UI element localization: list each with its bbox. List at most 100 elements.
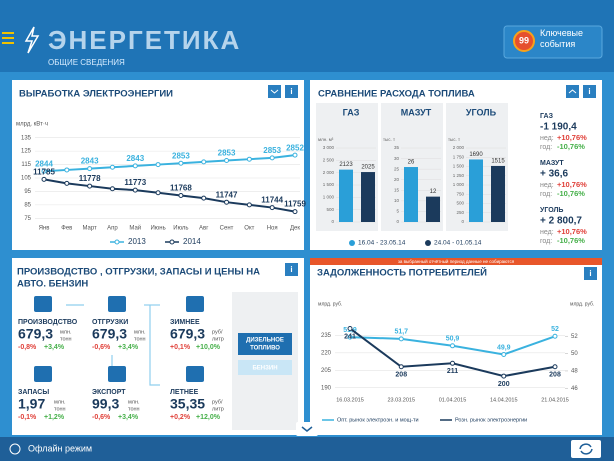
y-tick-label: 190 [321, 385, 332, 391]
y-tick-label: 20 [394, 177, 400, 182]
y-tick-label: 0 [461, 219, 464, 224]
data-point [224, 158, 230, 164]
data-point [398, 364, 404, 370]
item-unit: млн. [54, 399, 66, 405]
legend-label: 24.04 - 01.05.14 [434, 240, 482, 247]
point-label: 2844 [35, 159, 53, 168]
data-point [178, 192, 184, 198]
y2-tick-label: 52 [571, 334, 578, 340]
refresh-button[interactable] [571, 440, 601, 458]
point-label: 2853 [263, 146, 281, 155]
svg-text:i: i [589, 269, 591, 278]
button-label: ТОПЛИВО [250, 346, 280, 352]
data-point [132, 187, 138, 193]
y-tick-label: 1 500 [323, 182, 335, 187]
legend-swatch [114, 239, 120, 245]
events-button[interactable]: 99 Ключевые события [503, 25, 603, 59]
item-unit: тонн [54, 406, 66, 412]
x-tick-label: 21.04.2015 [541, 397, 569, 403]
y-tick-label: 0 [396, 219, 399, 224]
menu-icon[interactable] [2, 32, 14, 44]
y-tick-label: 2 000 [323, 170, 335, 175]
flow-arrows [66, 304, 160, 386]
x-tick-label: 23.03.2015 [387, 397, 415, 403]
item-value: 679,3 [170, 326, 205, 342]
point-label: 11744 [261, 196, 283, 205]
item-icon [186, 366, 204, 382]
y-tick-label: 1 750 [453, 154, 465, 159]
data-point [109, 186, 115, 192]
y-tick-label: 750 [456, 191, 464, 196]
point-label: 200 [498, 381, 510, 388]
y-axis-label: млрд. кВт·ч [16, 122, 48, 128]
petrol-button[interactable]: БЕНЗИН [238, 360, 292, 375]
panel-buttons[interactable]: i i i i [268, 85, 597, 280]
bar [339, 169, 353, 222]
item-week: -0,1% [18, 414, 37, 421]
y-tick-label: 1 000 [453, 182, 465, 187]
item-value: 679,3 [18, 326, 53, 342]
y-tick-label: 0 [331, 219, 334, 224]
bar [426, 196, 440, 222]
item-unit: млн. [128, 399, 140, 405]
bar-label: 26 [408, 160, 415, 166]
data-point [41, 168, 47, 174]
stat-week: +10,76% [557, 227, 587, 236]
stat-year-label: год: [540, 191, 552, 198]
item-year: +3,4% [118, 344, 139, 351]
status: Офлайн режим [28, 443, 92, 453]
y-tick-label: 220 [321, 350, 332, 356]
diesel-button[interactable]: ДИЗЕЛЬНОЕ ТОПЛИВО [238, 333, 292, 355]
item-icon [108, 366, 126, 382]
item-label: ЛЕТНЕЕ [170, 389, 199, 396]
unit-label: млн. м³ [318, 137, 334, 142]
item-unit: тонн [60, 336, 72, 342]
point-label: 241 [344, 333, 356, 340]
data-point [552, 333, 558, 339]
item-value: 679,3 [92, 326, 127, 342]
y-tick-label: 500 [326, 207, 334, 212]
item-year: +1,2% [44, 414, 65, 421]
subchart-title: УГОЛЬ [466, 107, 497, 117]
item-unit: млн. [60, 329, 72, 335]
point-label: 50,9 [446, 336, 460, 343]
point-label: 2853 [218, 149, 236, 158]
button-label: БЕНЗИН [252, 366, 277, 372]
point-label: 2843 [81, 157, 99, 166]
panel-title: ЗАДОЛЖЕННОСТЬ ПОТРЕБИТЕЛЕЙ [317, 267, 487, 279]
y-tick-label: 1 000 [323, 195, 335, 200]
panel-title: ПРОИЗВОДСТВО , ОТГРУЗКИ, ЗАПАСЫ И ЦЕНЫ Н… [17, 267, 260, 278]
notice-strip [310, 258, 602, 265]
stat-week-label: нед: [540, 135, 554, 142]
events-label: Ключевые события [540, 28, 583, 49]
item-week: +0,1% [170, 344, 191, 351]
legend-label: Розн. рынок электроэнергии [455, 417, 527, 423]
bar-label: 12 [430, 189, 437, 195]
point-label: 11747 [216, 190, 238, 199]
stat-week: +10,76% [557, 180, 587, 189]
expand-tab[interactable] [296, 422, 318, 436]
x-tick-label: 14.04.2015 [490, 397, 518, 403]
data-point [155, 162, 161, 168]
data-point [292, 209, 298, 215]
item-icon [108, 296, 126, 312]
data-point [450, 343, 455, 349]
offline-icon [9, 443, 21, 455]
data-point [132, 163, 138, 169]
data-point [64, 180, 70, 186]
point-label: 208 [549, 372, 561, 379]
series-line [43, 154, 296, 173]
data-point [246, 202, 252, 208]
data-point [501, 373, 507, 379]
data-point [155, 190, 161, 196]
data-point [87, 183, 93, 189]
unit-label: тыс. т [448, 137, 460, 142]
item-year: +3,4% [44, 344, 65, 351]
y-tick-label: 35 [394, 145, 400, 150]
y2-tick-label: 50 [571, 351, 578, 357]
unit-label: тыс. т [383, 137, 395, 142]
point-label: 211 [447, 368, 458, 375]
data-point [269, 205, 275, 211]
stat-total: -1 190,4 [540, 122, 577, 133]
